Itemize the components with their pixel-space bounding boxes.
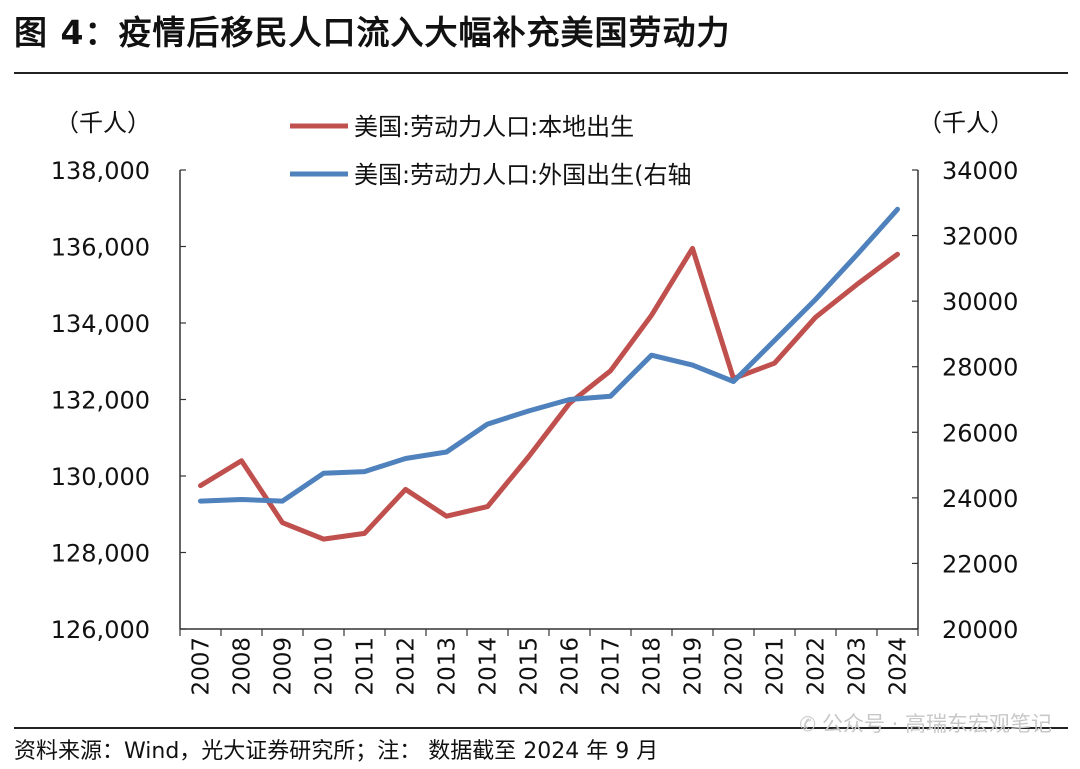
- x-tick-label: 2013: [435, 637, 461, 696]
- series-line-1: [198, 245, 900, 542]
- left-tick-label: 130,000: [51, 463, 150, 491]
- x-tick-label: 2011: [353, 637, 379, 696]
- bottom-divider: [14, 727, 1068, 729]
- x-tick-label: 2017: [599, 637, 625, 696]
- top-divider: [14, 72, 1068, 74]
- wechat-icon: ✆: [799, 712, 816, 736]
- x-tick-label: 2016: [558, 637, 584, 696]
- right-tick-label: 28000: [942, 354, 1018, 382]
- left-axis-unit: （千人）: [55, 109, 151, 137]
- left-tick-label: 134,000: [51, 310, 150, 338]
- watermark-text: 公众号 · 高瑞东宏观笔记: [821, 712, 1052, 736]
- chart-lines: [198, 206, 900, 542]
- x-tick-label: 2007: [189, 637, 215, 696]
- right-tick-label: 26000: [942, 419, 1018, 447]
- right-tick-label: 30000: [942, 288, 1018, 316]
- legend-label-1: 美国:劳动力人口:本地出生: [354, 113, 634, 141]
- x-tick-label: 2010: [312, 637, 338, 696]
- right-tick-label: 32000: [942, 223, 1018, 251]
- right-tick-label: 34000: [942, 157, 1018, 185]
- right-tick-label: 20000: [942, 616, 1018, 644]
- chart-title: 图 4：疫情后移民人口流入大幅补充美国劳动力: [14, 13, 731, 52]
- watermark: ✆ 公众号 · 高瑞东宏观笔记: [799, 708, 1052, 738]
- x-tick-label: 2024: [886, 637, 912, 696]
- x-tick-label: 2020: [722, 637, 748, 696]
- x-tick-label: 2009: [271, 637, 297, 696]
- right-axis-unit: （千人）: [918, 109, 1014, 137]
- legend-label-2: 美国:劳动力人口:外国出生(右轴: [354, 161, 692, 189]
- axis-units: （千人） （千人）: [55, 109, 1014, 137]
- x-tick-label: 2012: [394, 637, 420, 696]
- left-tick-label: 136,000: [51, 234, 150, 262]
- left-tick-label: 126,000: [51, 616, 150, 644]
- x-tick-label: 2023: [845, 637, 871, 696]
- right-tick-label: 22000: [942, 550, 1018, 578]
- x-tick-label: 2019: [681, 637, 707, 696]
- chart-ticks: 126,000 128,000 130,000 132,000 134,000 136,0…: [51, 157, 1019, 696]
- x-tick-label: 2014: [476, 637, 502, 696]
- left-tick-label: 128,000: [51, 540, 150, 568]
- x-tick-label: 2022: [804, 637, 830, 696]
- x-tick-label: 2021: [763, 637, 789, 696]
- x-tick-label: 2008: [230, 637, 256, 696]
- left-tick-label: 138,000: [51, 157, 150, 185]
- right-tick-label: 24000: [942, 485, 1018, 513]
- left-tick-label: 132,000: [51, 387, 150, 415]
- source-note: 资料来源：Wind，光大证券研究所；注： 数据截至 2024 年 9 月: [14, 739, 659, 764]
- x-tick-label: 2018: [640, 637, 666, 696]
- series-line-2: [198, 206, 900, 504]
- chart-axes: [179, 170, 919, 630]
- x-tick-label: 2015: [517, 637, 543, 696]
